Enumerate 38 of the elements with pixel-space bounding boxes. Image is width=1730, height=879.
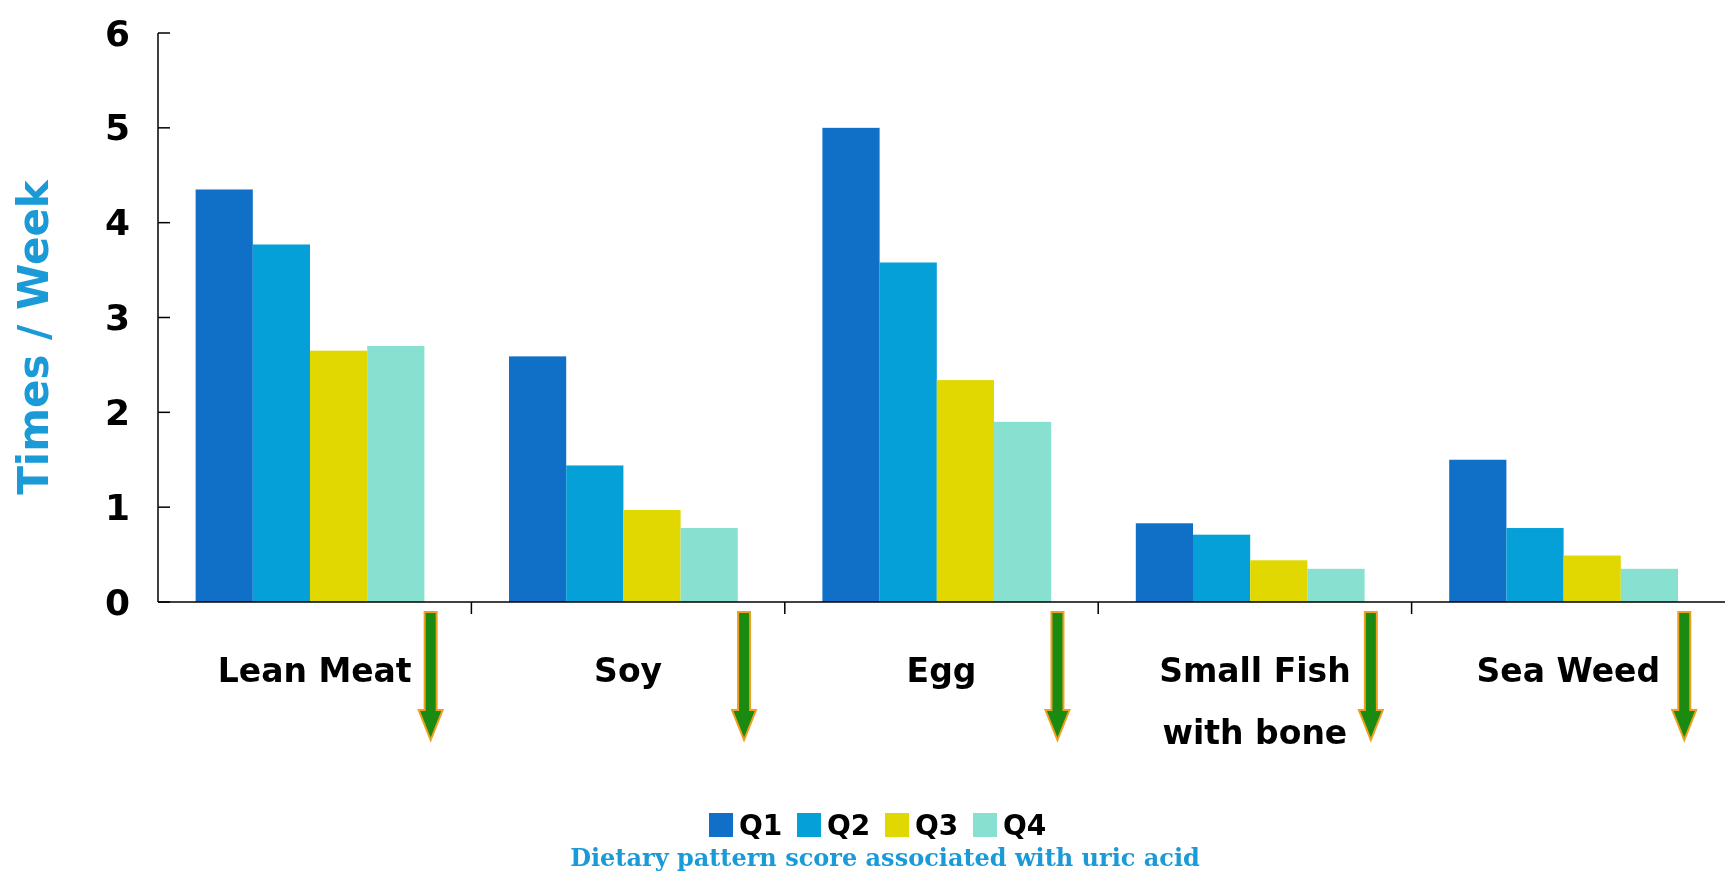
bar <box>1250 560 1308 602</box>
y-tick-label: 5 <box>104 107 130 149</box>
bar <box>822 127 880 602</box>
y-tick-label: 3 <box>104 297 130 339</box>
legend-label: Q4 <box>1003 808 1047 842</box>
bar <box>509 356 567 602</box>
y-tick-label: 1 <box>104 486 130 528</box>
y-tick-label: 6 <box>104 12 130 54</box>
x-tick-label: Soy <box>594 651 663 690</box>
bar <box>367 345 425 602</box>
y-axis-title: Times / Week <box>9 179 58 495</box>
x-tick-label: Lean Meat <box>217 651 412 690</box>
bar <box>566 465 624 602</box>
text: Dietary pattern score associated with uric acid <box>570 843 1201 872</box>
bar <box>936 380 994 602</box>
bar <box>623 510 681 602</box>
legend-label: Q3 <box>915 808 959 842</box>
x-tick-label: Egg <box>906 651 977 690</box>
y-tick-label: 0 <box>104 581 130 623</box>
bar <box>680 528 738 602</box>
bar <box>1563 555 1621 602</box>
bar <box>1135 523 1194 602</box>
x-tick-label: Sea Weed <box>1476 651 1661 690</box>
bar <box>310 350 368 602</box>
bar <box>1307 568 1365 602</box>
bar <box>879 262 937 602</box>
bar <box>252 244 310 602</box>
legend-label: Q2 <box>827 808 871 842</box>
y-tick-label: 2 <box>104 391 130 433</box>
bar <box>195 189 253 602</box>
legend-label: Q1 <box>739 808 783 842</box>
bar <box>1506 528 1564 602</box>
x-tick-label: Small Fish with bone <box>1159 651 1351 752</box>
bar <box>1620 568 1678 602</box>
bar <box>1193 534 1251 602</box>
bar <box>994 421 1052 602</box>
bar <box>1449 459 1507 602</box>
y-tick-label: 4 <box>104 202 130 244</box>
